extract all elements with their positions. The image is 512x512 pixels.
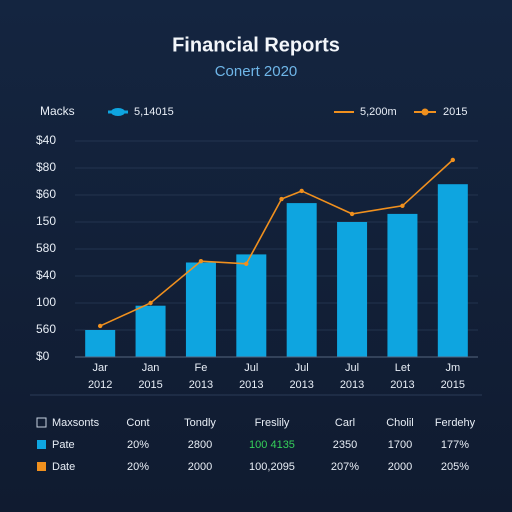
x-tick-label: Jul	[295, 362, 309, 374]
x-tick-label: 2015	[138, 379, 162, 391]
chart-title: Financial Reports	[172, 34, 340, 56]
bar	[387, 213, 418, 357]
table-cell: 1700	[388, 439, 412, 451]
table-cell: 2000	[188, 461, 212, 473]
x-tick-label: 2012	[88, 379, 112, 391]
table-cell: 2350	[333, 439, 357, 451]
legend-swatch	[421, 108, 429, 116]
y-tick-label: 580	[36, 241, 56, 255]
table-icon	[37, 462, 46, 471]
bar	[437, 184, 468, 357]
table-cell: Pate	[52, 439, 75, 451]
x-tick-label: 2015	[441, 379, 465, 391]
legend-title: Macks	[40, 104, 75, 118]
x-tick-label: 2013	[340, 379, 364, 391]
x-tick-label: 2013	[390, 379, 414, 391]
table-header: Maxsonts	[52, 417, 100, 429]
table-cell: 177%	[441, 439, 469, 451]
x-tick-label: Jul	[244, 362, 258, 374]
legend-swatch	[111, 108, 125, 116]
line-point	[450, 157, 456, 163]
x-tick-label: Let	[395, 362, 410, 374]
table-header: Ferdehy	[435, 417, 476, 429]
table-cell: Date	[52, 461, 75, 473]
y-tick-label: $60	[36, 187, 56, 201]
table-header: Freslily	[255, 417, 290, 429]
y-tick-label: 560	[36, 322, 56, 336]
table-header: Tondly	[184, 417, 216, 429]
line-point	[97, 323, 103, 329]
line-point	[349, 211, 355, 217]
x-tick-label: Jul	[345, 362, 359, 374]
x-tick-label: 2013	[289, 379, 313, 391]
x-tick-label: 2013	[239, 379, 263, 391]
table-header: Cont	[126, 417, 149, 429]
table-header: Cholil	[386, 417, 414, 429]
y-tick-label: 100	[36, 295, 56, 309]
chart-subtitle: Conert 2020	[215, 63, 298, 80]
table-header: Carl	[335, 417, 355, 429]
table-cell: 20%	[127, 461, 149, 473]
x-tick-label: Jar	[93, 362, 109, 374]
line-point	[148, 300, 153, 306]
line-point	[198, 258, 204, 264]
bar	[286, 203, 317, 357]
y-tick-label: $80	[36, 160, 56, 174]
bar	[185, 262, 216, 357]
line-point	[299, 188, 304, 194]
table-cell: 2000	[388, 461, 412, 473]
line-point	[244, 261, 249, 267]
legend-label: 5,200m	[360, 106, 397, 118]
bar	[135, 305, 166, 357]
table-cell: 100 4135	[249, 439, 295, 451]
y-tick-label: $40	[36, 133, 56, 147]
x-tick-label: Jm	[445, 362, 460, 374]
line-point	[279, 196, 284, 202]
x-tick-label: Jan	[142, 362, 160, 374]
table-cell: 20%	[127, 439, 149, 451]
y-tick-label: $40	[36, 268, 56, 282]
legend-label: 2015	[443, 106, 467, 118]
table-cell: 207%	[331, 461, 359, 473]
table-icon	[37, 440, 46, 449]
table-cell: 205%	[441, 461, 469, 473]
y-tick-label: $0	[36, 349, 50, 363]
bar	[337, 222, 368, 357]
table-cell: 100,2095	[249, 461, 295, 473]
x-tick-label: Fe	[195, 362, 208, 374]
line-point	[400, 203, 405, 208]
x-tick-label: 2013	[189, 379, 213, 391]
y-tick-label: 150	[36, 214, 56, 228]
legend-label: 5,14015	[134, 106, 174, 118]
bar	[85, 330, 116, 357]
bar	[236, 254, 267, 357]
table-icon	[36, 417, 47, 428]
table-cell: 2800	[188, 439, 212, 451]
